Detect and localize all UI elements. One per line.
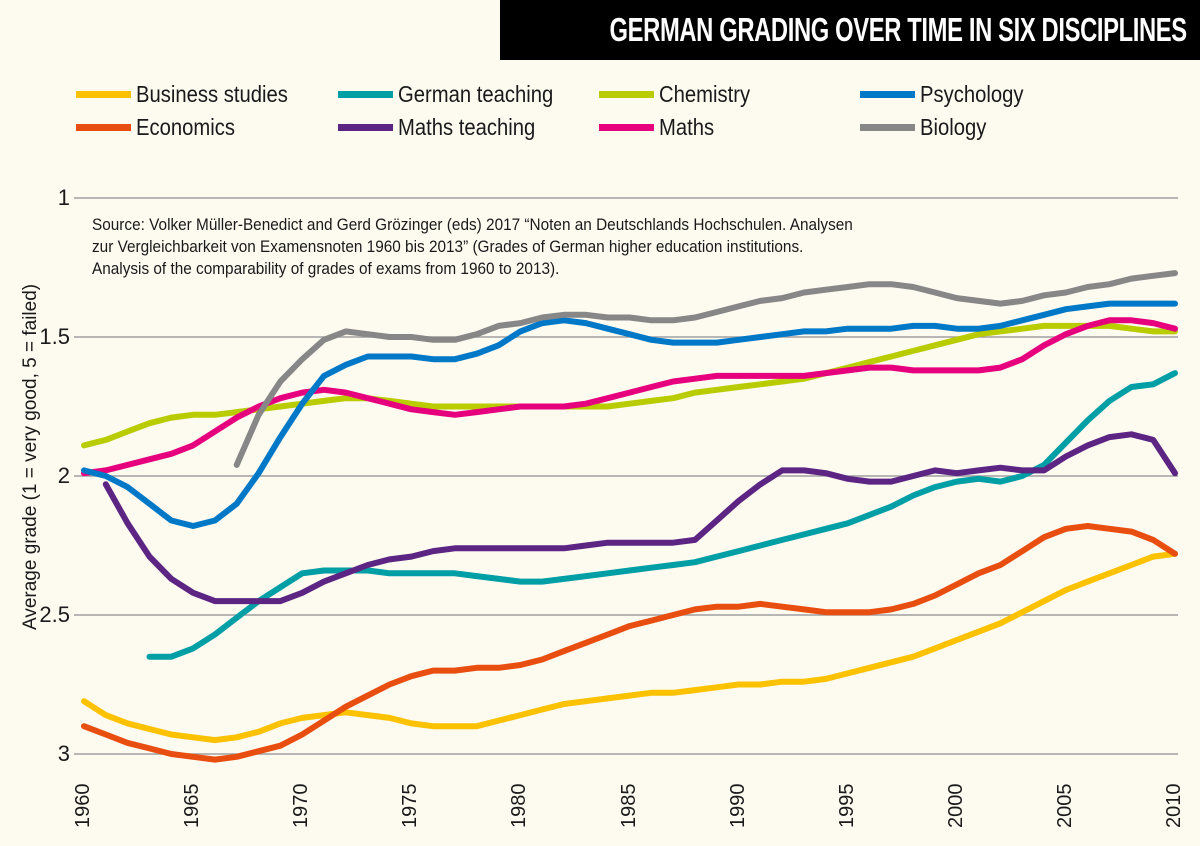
x-tick-label: 1980 (508, 783, 531, 829)
x-tick-label: 1985 (617, 783, 640, 829)
series-line-business-studies (81, 550, 1178, 744)
legend-item-german-teaching: German teaching (338, 78, 574, 110)
chart-title: GERMAN GRADING OVER TIME IN SIX DISCIPLI… (609, 11, 1188, 48)
y-tick-label: 2.5 (39, 602, 70, 627)
legend-label: Chemistry (659, 80, 751, 107)
series-line-psychology (81, 300, 1178, 529)
legend-label: German teaching (398, 80, 554, 107)
legend-label: Business studies (136, 80, 288, 107)
series-line-biology (233, 270, 1178, 468)
x-tick-label: 1990 (726, 783, 749, 829)
legend-swatch (338, 90, 393, 98)
y-tick-label: 1.5 (39, 324, 70, 349)
legend-label: Biology (920, 113, 987, 140)
x-tick-label: 1965 (181, 783, 204, 829)
y-tick-label: 2 (57, 463, 70, 488)
title-bar: GERMAN GRADING OVER TIME IN SIX DISCIPLI… (500, 0, 1200, 60)
legend-item-maths: Maths (599, 111, 722, 143)
legend-swatch (338, 123, 393, 131)
legend-item-chemistry: Chemistry (599, 78, 763, 110)
legend-label: Economics (136, 113, 235, 140)
legend-item-biology: Biology (860, 111, 995, 143)
x-tick-label: 2000 (944, 783, 967, 829)
legend-item-maths-teaching: Maths teaching (338, 111, 554, 143)
x-tick-label: 1975 (399, 783, 422, 829)
legend-label: Maths (659, 113, 715, 140)
x-tick-label: 1995 (835, 783, 858, 829)
source-line: Source: Volker Müller-Benedict and Gerd … (92, 216, 853, 234)
series-line-economics (81, 523, 1178, 763)
source-line: zur Vergleichbarkeit von Examensnoten 19… (92, 238, 804, 256)
legend-swatch (860, 123, 915, 131)
legend-swatch (599, 123, 654, 131)
legend-swatch (76, 123, 131, 131)
y-axis-title: Average grade (1 = very good, 5 = failed… (20, 283, 41, 630)
source-line: Analysis of the comparability of grades … (92, 260, 560, 278)
y-tick-label: 3 (57, 741, 70, 766)
x-tick-label: 1970 (290, 783, 313, 829)
x-tick-label: 2005 (1053, 783, 1076, 829)
series-lines (81, 270, 1178, 763)
legend-swatch (860, 90, 915, 98)
x-tick-label: 1960 (72, 783, 94, 829)
legend-item-psychology: Psychology (860, 78, 1038, 110)
x-tick-label: 2010 (1163, 783, 1185, 829)
legend: Business studies German teaching Chemist… (76, 78, 1196, 148)
source-annotation: Source: Volker Müller-Benedict and Gerd … (92, 214, 929, 280)
series-line-maths-teaching (102, 431, 1178, 605)
legend-swatch (76, 90, 131, 98)
series-line-maths (81, 317, 1178, 477)
legend-label: Psychology (920, 80, 1024, 107)
legend-item-business-studies: Business studies (76, 78, 309, 110)
y-tick-label: 1 (57, 185, 70, 210)
legend-label: Maths teaching (398, 113, 536, 140)
series-line-german-teaching (146, 370, 1178, 660)
series-line-chemistry (81, 322, 1178, 449)
legend-swatch (599, 90, 654, 98)
legend-item-economics: Economics (76, 111, 248, 143)
